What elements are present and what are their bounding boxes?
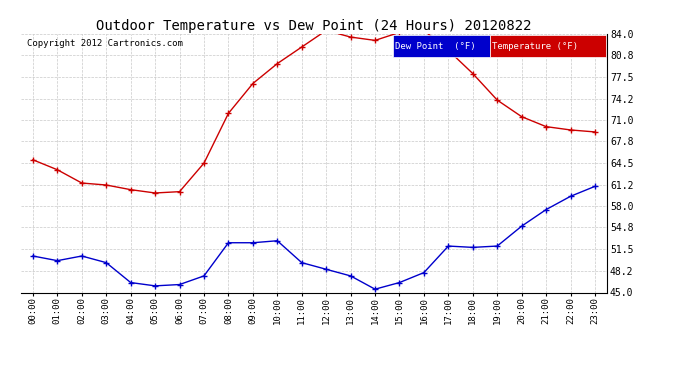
Bar xyxy=(490,35,606,57)
Bar xyxy=(393,35,490,57)
Text: Temperature (°F): Temperature (°F) xyxy=(492,42,578,51)
Title: Outdoor Temperature vs Dew Point (24 Hours) 20120822: Outdoor Temperature vs Dew Point (24 Hou… xyxy=(96,19,532,33)
Text: Copyright 2012 Cartronics.com: Copyright 2012 Cartronics.com xyxy=(26,39,182,48)
Text: Dew Point  (°F): Dew Point (°F) xyxy=(395,42,475,51)
